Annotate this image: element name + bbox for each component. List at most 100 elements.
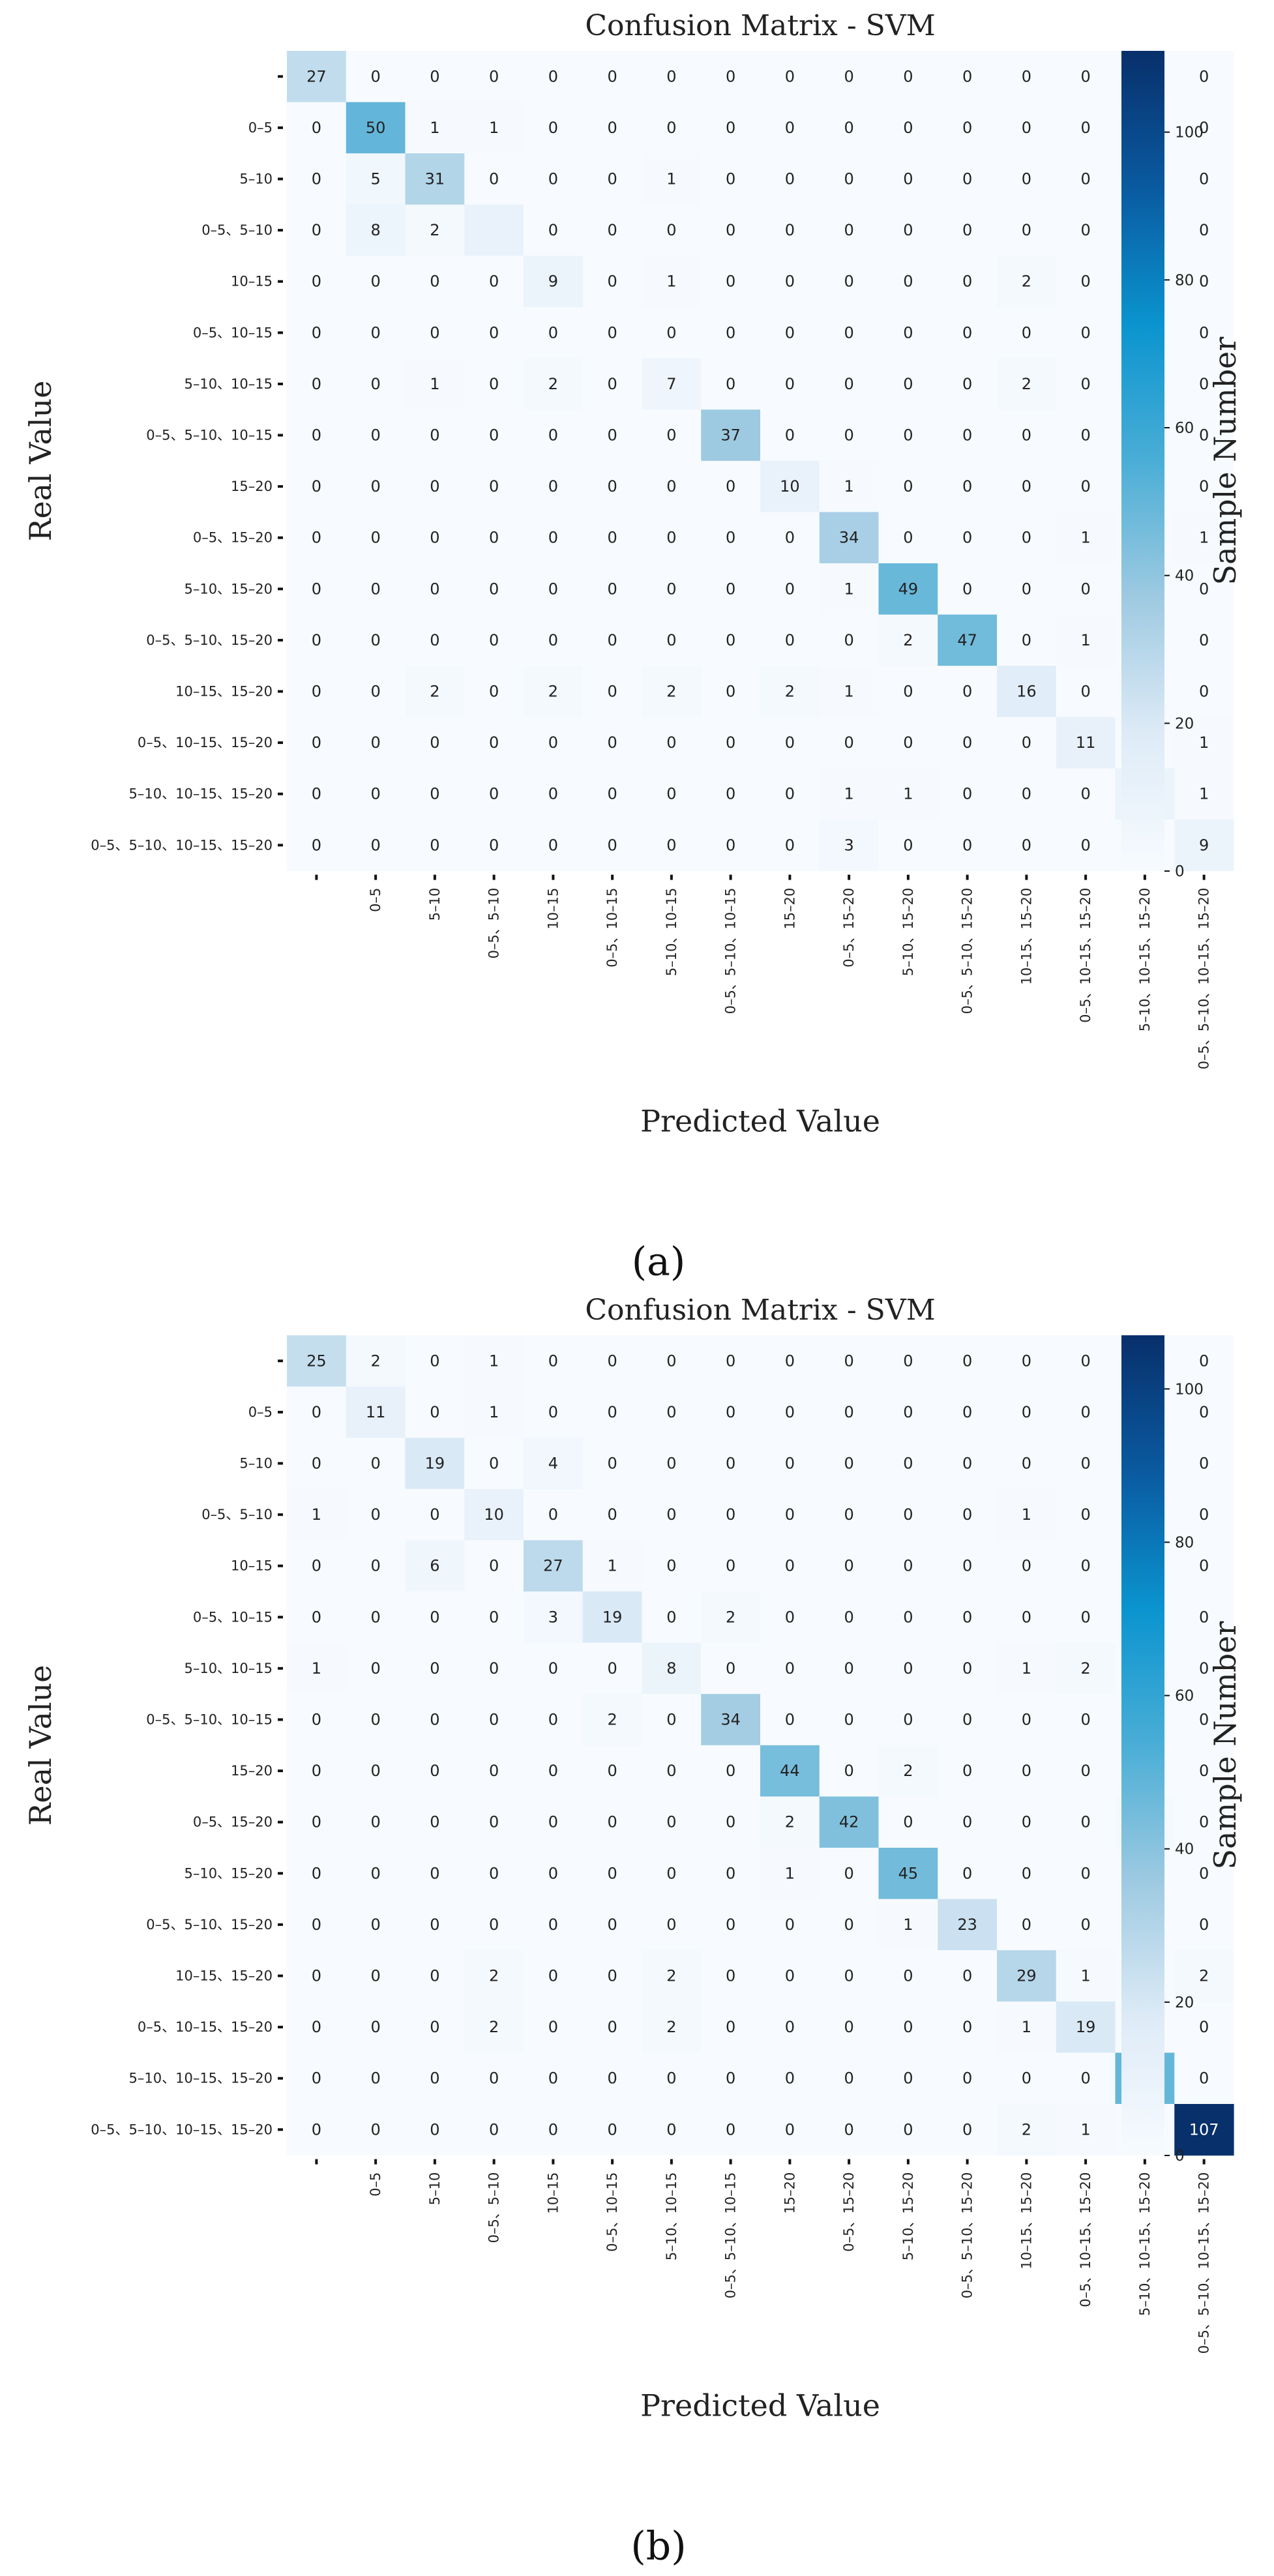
cell-value-label: 0	[370, 1505, 380, 1524]
cell-value-label: 0	[1022, 785, 1031, 803]
cell-value-label: 27	[543, 1557, 563, 1575]
cell-value-label: 0	[1199, 1864, 1209, 1882]
cell-value-label: 0	[489, 1608, 499, 1626]
cell-value-label: 0	[312, 1916, 321, 1934]
heatmap-cell	[938, 51, 998, 103]
heatmap-cell	[524, 1848, 584, 1900]
cell-value-label: 0	[548, 529, 558, 547]
cell-value-label: 0	[1199, 2018, 1209, 2036]
cell-value-label: 3	[548, 1608, 558, 1626]
cell-value-label: 0	[548, 580, 558, 598]
heatmap-cell	[1056, 768, 1116, 820]
cell-value-label: 0	[1199, 1455, 1209, 1473]
heatmap-cell	[878, 1438, 938, 1490]
cell-value-label: 0	[666, 1455, 676, 1473]
heatmap-cell	[1056, 2052, 1116, 2105]
heatmap-cell	[405, 1488, 465, 1541]
cell-value-label: 0	[370, 529, 380, 547]
cell-value-label: 10	[484, 1505, 504, 1524]
cell-value-label: 2	[548, 375, 558, 393]
heatmap-cell	[524, 1694, 584, 1746]
heatmap-cell	[997, 1488, 1057, 1541]
cell-value-label: 0	[785, 221, 795, 239]
cell-value-label: 0	[312, 2069, 321, 2088]
heatmap-cell	[819, 1540, 880, 1592]
cell-value-label: 0	[844, 1505, 853, 1524]
cell-value-label: 0	[489, 580, 499, 598]
cell-value-label: 45	[898, 1864, 919, 1882]
heatmap-cell	[938, 512, 998, 564]
heatmap-cell	[1056, 153, 1116, 205]
cell-value-label: 0	[844, 2018, 853, 2036]
heatmap-cell	[346, 1488, 406, 1541]
x-tick-label: 0–5	[368, 888, 383, 912]
heatmap-cell	[1056, 102, 1116, 154]
heatmap-cell	[582, 614, 643, 666]
heatmap-cell	[1056, 1335, 1116, 1387]
cell-value-label: 0	[962, 2018, 972, 2036]
cell-value-label: 0	[430, 477, 439, 496]
x-tick-label: 5–10、10–15、15–20	[1137, 2172, 1153, 2316]
heatmap-cell	[878, 307, 938, 359]
heatmap-cell	[819, 460, 880, 512]
heatmap-cell	[938, 409, 998, 462]
cell-value-label: 0	[962, 426, 972, 445]
cell-value-label: 2	[430, 683, 439, 701]
cell-value-label: 0	[548, 631, 558, 649]
cell-value-label: 1	[844, 580, 853, 598]
cell-value-label: 0	[548, 1659, 558, 1678]
cell-value-label: 0	[785, 2069, 795, 2088]
cell-value-label: 0	[666, 1403, 676, 1421]
heatmap-cell	[642, 409, 702, 462]
heatmap-cell	[405, 1335, 465, 1387]
heatmap-cell	[701, 717, 761, 769]
heatmap-cell	[346, 153, 406, 205]
heatmap-cell	[819, 1386, 880, 1438]
cell-value-label: 107	[1189, 2120, 1219, 2139]
heatmap-cell	[1174, 153, 1234, 205]
cell-value-label: 0	[844, 1967, 853, 1985]
cell-value-label: 0	[430, 1711, 439, 1729]
cell-value-label: 0	[903, 1352, 913, 1370]
heatmap-cell	[1174, 1540, 1234, 1592]
heatmap-cell	[760, 820, 820, 872]
heatmap-cell	[997, 717, 1057, 769]
heatmap-cell	[701, 1745, 761, 1797]
heatmap-cell	[760, 1950, 820, 2002]
confusion-matrix-panel-a: Confusion Matrix - SVM270000000000000000…	[23, 9, 1243, 1285]
cell-value-label: 0	[312, 1967, 321, 1985]
cell-value-label: 0	[1080, 221, 1090, 239]
heatmap-cell	[346, 204, 406, 256]
heatmap-cell	[938, 1899, 998, 1951]
y-tick-label: 0–5、5–10、15–20	[146, 632, 273, 648]
heatmap-cell	[464, 768, 524, 820]
y-tick-label: 15–20	[231, 479, 273, 494]
heatmap-cell	[997, 1540, 1057, 1592]
y-tick-label: 5–10、15–20	[184, 581, 273, 597]
heatmap-cell	[1174, 614, 1234, 666]
cell-value-label: 0	[844, 67, 853, 85]
cell-value-label: 0	[489, 2120, 499, 2139]
cell-value-label: 0	[666, 119, 676, 137]
heatmap-cell	[287, 563, 347, 615]
cell-value-label: 2	[1022, 375, 1031, 393]
x-tick-label: 0–5、10–15	[604, 888, 620, 968]
cell-value-label: 1	[844, 785, 853, 803]
heatmap-cell	[997, 614, 1057, 666]
cell-value-label: 0	[312, 221, 321, 239]
cell-value-label: 0	[844, 426, 853, 445]
cell-value-label: 1	[312, 1659, 321, 1678]
x-tick-label: 0–5、5–10、10–15	[723, 2172, 739, 2299]
cell-value-label: 0	[1199, 170, 1209, 188]
cell-value-label: 0	[548, 170, 558, 188]
cell-value-label: 0	[666, 221, 676, 239]
heatmap-cell	[938, 358, 998, 410]
heatmap-cell	[760, 563, 820, 615]
cell-value-label: 0	[726, 1967, 735, 1985]
cell-value-label: 0	[1022, 119, 1031, 137]
heatmap-cell	[1056, 460, 1116, 512]
y-tick-label: 5–10	[239, 171, 273, 187]
heatmap-cell	[819, 1591, 880, 1644]
cell-value-label: 0	[903, 323, 913, 342]
heatmap-cell	[524, 102, 584, 154]
